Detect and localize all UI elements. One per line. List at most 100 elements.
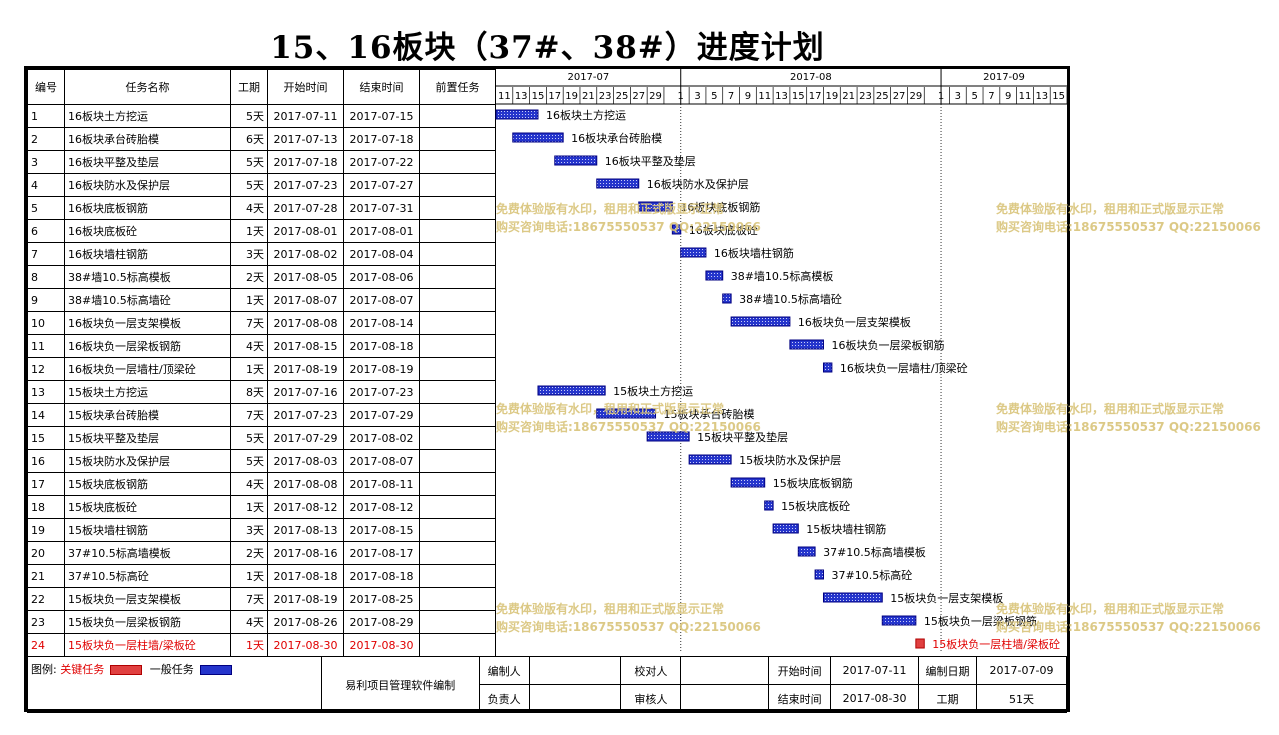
task-predecessor: [419, 150, 496, 174]
task-bar: [495, 109, 539, 120]
task-end: 2017-07-18: [343, 127, 420, 151]
task-predecessor: [419, 541, 496, 565]
table-row: 14 15板块承台砖胎模 7天 2017-07-23 2017-07-29: [27, 403, 496, 427]
task-predecessor: [419, 173, 496, 197]
end-label: 结束时间: [768, 684, 832, 713]
auditor-label: 审核人: [620, 684, 682, 713]
task-duration: 1天: [230, 564, 268, 588]
task-end: 2017-08-19: [343, 357, 420, 381]
task-duration: 8天: [230, 380, 268, 404]
task-name: 16板块墙柱钢筋: [64, 242, 231, 266]
task-id: 24: [27, 633, 65, 657]
task-table-body: 1 16板块土方挖运 5天 2017-07-11 2017-07-15 2 16板块承台砖胎…: [27, 104, 496, 657]
day-label: 1: [938, 91, 944, 102]
task-name: 15板块土方挖运: [64, 380, 231, 404]
task-predecessor: [419, 357, 496, 381]
task-end: 2017-07-23: [343, 380, 420, 404]
task-duration: 7天: [230, 587, 268, 611]
day-label: 21: [582, 91, 595, 102]
task-name: 37#10.5标高砼: [64, 564, 231, 588]
day-label: 13: [1035, 91, 1048, 102]
task-bar: [688, 454, 732, 465]
reviewer-value: [680, 656, 770, 685]
task-bar-label: 15板块负一层柱墙/梁板砼: [932, 637, 1060, 651]
table-row: 22 15板块负一层支架模板 7天 2017-08-19 2017-08-25: [27, 587, 496, 611]
task-duration: 3天: [230, 242, 268, 266]
table-row: 16 15板块防水及保护层 5天 2017-08-03 2017-08-07: [27, 449, 496, 473]
task-id: 17: [27, 472, 65, 496]
day-label: 3: [955, 91, 961, 102]
task-duration: 5天: [230, 104, 268, 128]
table-row: 8 38#墙10.5标高模板 2天 2017-08-05 2017-08-06: [27, 265, 496, 289]
task-duration: 5天: [230, 449, 268, 473]
task-predecessor: [419, 288, 496, 312]
task-bar: [772, 523, 799, 534]
task-start: 2017-08-19: [267, 357, 344, 381]
task-duration: 2天: [230, 541, 268, 565]
task-bar-label: 15板块底板钢筋: [773, 476, 853, 490]
task-duration: 7天: [230, 311, 268, 335]
task-bar-label: 15板块墙柱钢筋: [806, 522, 886, 536]
task-bar-label: 15板块土方挖运: [613, 384, 693, 398]
day-label: 27: [893, 91, 906, 102]
table-row: 5 16板块底板钢筋 4天 2017-07-28 2017-07-31: [27, 196, 496, 220]
task-id: 10: [27, 311, 65, 335]
task-duration: 3天: [230, 518, 268, 542]
task-start: 2017-08-03: [267, 449, 344, 473]
plan-footer: 图例: 关键任务 一般任务 易利项目管理软件编制 编制人 校对人 开始时间 20…: [27, 656, 1068, 713]
task-start: 2017-08-01: [267, 219, 344, 243]
task-table-header: 编号 任务名称 工期 开始时间 结束时间 前置任务: [27, 69, 496, 105]
gantt-sheet: 编号 任务名称 工期 开始时间 结束时间 前置任务 1 16板块土方挖运 5天 201…: [27, 69, 1068, 713]
task-start: 2017-08-16: [267, 541, 344, 565]
day-label: 23: [859, 91, 872, 102]
task-bar-label: 15板块负一层梁板钢筋: [924, 614, 1037, 628]
task-name: 15板块负一层柱墙/梁板砼: [64, 633, 231, 657]
task-end: 2017-08-14: [343, 311, 420, 335]
task-bar: [722, 293, 732, 304]
table-row: 13 15板块土方挖运 8天 2017-07-16 2017-07-23: [27, 380, 496, 404]
task-name: 16板块底板砼: [64, 219, 231, 243]
month-label: 2017-09: [983, 72, 1025, 83]
day-label: 15: [1052, 91, 1065, 102]
task-predecessor: [419, 242, 496, 266]
task-bar-label: 38#墙10.5标高墙砼: [739, 292, 842, 306]
task-bar: [881, 615, 917, 626]
day-label: 7: [728, 91, 734, 102]
task-end: 2017-07-31: [343, 196, 420, 220]
day-label: 13: [775, 91, 788, 102]
task-bar: [730, 316, 791, 327]
task-bar: [554, 155, 598, 166]
task-bar-label: 16板块负一层支架模板: [798, 315, 911, 329]
task-duration: 5天: [230, 150, 268, 174]
day-label: 27: [632, 91, 645, 102]
task-bar-label: 16板块底板砼: [689, 223, 758, 237]
period-value: 51天: [975, 684, 1068, 713]
task-bar-label: 15板块底板砼: [781, 499, 850, 513]
table-row: 20 37#10.5标高墙模板 2天 2017-08-16 2017-08-17: [27, 541, 496, 565]
task-end: 2017-08-01: [343, 219, 420, 243]
reviewer-label: 校对人: [620, 656, 682, 685]
task-predecessor: [419, 334, 496, 358]
task-duration: 1天: [230, 288, 268, 312]
month-label: 2017-08: [790, 72, 832, 83]
table-row: 19 15板块墙柱钢筋 3天 2017-08-13 2017-08-15: [27, 518, 496, 542]
task-duration: 5天: [230, 426, 268, 450]
day-label: 21: [842, 91, 855, 102]
task-end: 2017-07-29: [343, 403, 420, 427]
task-duration: 4天: [230, 610, 268, 634]
task-start: 2017-08-07: [267, 288, 344, 312]
table-row: 11 16板块负一层梁板钢筋 4天 2017-08-15 2017-08-18: [27, 334, 496, 358]
task-name: 16板块负一层支架模板: [64, 311, 231, 335]
task-predecessor: [419, 265, 496, 289]
day-label: 19: [826, 91, 839, 102]
task-end: 2017-08-04: [343, 242, 420, 266]
task-start: 2017-08-26: [267, 610, 344, 634]
task-predecessor: [419, 449, 496, 473]
task-predecessor: [419, 127, 496, 151]
task-start: 2017-08-18: [267, 564, 344, 588]
task-id: 1: [27, 104, 65, 128]
legend-critical-swatch: [110, 665, 143, 675]
compiler-label: 编制人: [478, 656, 530, 685]
day-label: 5: [971, 91, 977, 102]
day-label: 25: [616, 91, 629, 102]
